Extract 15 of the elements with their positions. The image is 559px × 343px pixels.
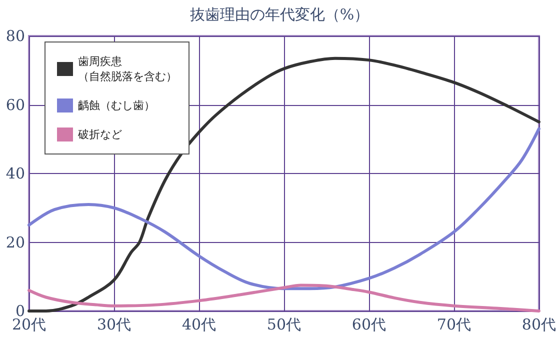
y-tick-label: 20 xyxy=(6,233,25,252)
x-tick-label: 60代 xyxy=(352,316,386,334)
chart-title: 抜歯理由の年代変化（%） xyxy=(190,6,370,24)
y-tick-label: 80 xyxy=(6,27,25,45)
x-tick-label: 50代 xyxy=(266,316,302,334)
legend-label: 齲蝕（むし歯） xyxy=(78,99,155,112)
legend-label: 破折など xyxy=(77,128,122,141)
y-tick-label: 60 xyxy=(6,96,25,114)
line-series xyxy=(28,127,540,290)
x-tick-label: 70代 xyxy=(436,316,472,334)
x-tick-label: 80代 xyxy=(522,316,556,334)
x-tick-label: 40代 xyxy=(182,316,216,334)
legend-label: 歯周疾患（自然脱落を含む） xyxy=(78,55,177,83)
x-tick-label: 30代 xyxy=(96,316,132,334)
y-tick-label: 40 xyxy=(6,164,25,182)
